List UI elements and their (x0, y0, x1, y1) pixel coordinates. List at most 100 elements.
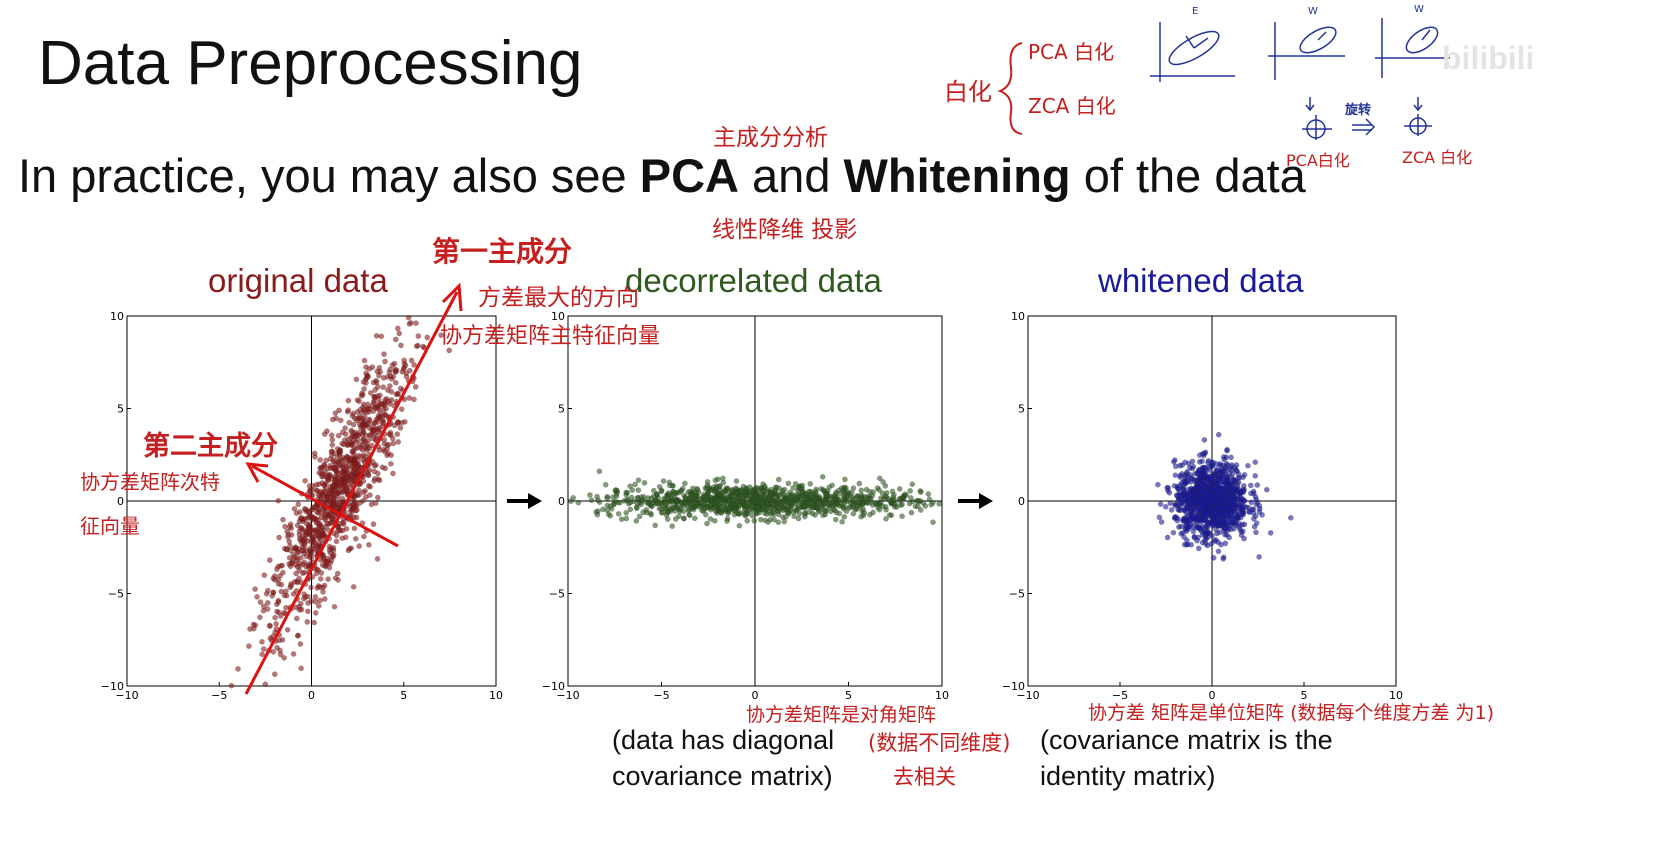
data-point (304, 619, 311, 625)
data-point (272, 614, 278, 621)
data-point (856, 480, 863, 487)
data-point (641, 480, 648, 486)
data-point (1245, 462, 1251, 469)
data-point (755, 504, 762, 510)
data-point (305, 515, 311, 521)
data-point (301, 591, 307, 597)
data-point (925, 491, 932, 497)
data-point (1230, 476, 1237, 483)
data-point (393, 391, 400, 398)
data-point (325, 476, 331, 483)
annotation-second-eig-2: 征向量 (80, 514, 140, 538)
data-point (733, 478, 740, 484)
data-point (1254, 482, 1261, 488)
data-point (384, 445, 390, 452)
data-point (347, 455, 353, 462)
data-point (336, 407, 342, 414)
data-point (360, 452, 367, 458)
x-tick-label: −10 (115, 689, 138, 702)
data-point (570, 495, 576, 501)
data-point (643, 509, 650, 516)
data-point (1199, 458, 1205, 464)
data-point (610, 501, 617, 507)
arrow-right-icon (958, 493, 993, 509)
data-point (294, 632, 301, 639)
data-point (1223, 522, 1230, 529)
data-point (254, 594, 260, 600)
data-point (765, 519, 771, 525)
annotation-pca-whiten-small: PCA白化 (1286, 151, 1350, 170)
annotation-projection: 线性降维 投影 (712, 217, 858, 243)
data-point (328, 452, 335, 458)
data-point (356, 543, 362, 549)
data-point (367, 390, 374, 396)
data-point (408, 320, 414, 326)
data-point (350, 421, 357, 428)
data-point (575, 499, 582, 506)
data-point (764, 511, 770, 517)
data-point (651, 487, 657, 494)
annotation-main-eigvec: 协方差矩阵主特征向量 (440, 324, 661, 349)
data-point (1250, 506, 1257, 513)
data-point (288, 525, 294, 532)
subtitle-pre: In practice, you may also see (18, 149, 640, 202)
data-point (1251, 523, 1258, 530)
data-point (1252, 473, 1258, 479)
data-point (1194, 485, 1200, 491)
data-point (393, 379, 399, 386)
first-pc-arrow-icon (244, 282, 463, 695)
data-point (252, 622, 259, 628)
y-tick-label: 10 (110, 310, 124, 323)
data-point (325, 511, 332, 518)
data-point (730, 497, 737, 503)
data-point (342, 425, 348, 431)
data-point (612, 487, 619, 493)
data-point (333, 415, 339, 422)
data-point (820, 512, 826, 518)
x-tick-label: −5 (211, 689, 227, 702)
data-point (327, 560, 333, 566)
data-point (266, 622, 273, 629)
subtitle-and: and (738, 149, 844, 202)
data-point (669, 504, 676, 510)
data-point (333, 532, 340, 539)
data-point (372, 387, 378, 393)
x-tick-label: −10 (556, 689, 579, 702)
data-point (329, 437, 336, 443)
data-point (1178, 531, 1184, 537)
data-point (1173, 492, 1180, 498)
data-point (326, 543, 333, 550)
data-point (283, 546, 290, 553)
data-point (1205, 481, 1211, 487)
data-point (1264, 486, 1270, 493)
data-point (915, 497, 921, 504)
data-point (317, 576, 324, 582)
data-point (1156, 514, 1163, 521)
data-point (298, 665, 304, 672)
y-tick-label: −5 (108, 588, 124, 601)
data-point (313, 610, 319, 616)
data-point (1209, 459, 1215, 466)
data-point (373, 333, 380, 339)
data-point (335, 577, 341, 583)
data-point (294, 615, 300, 622)
data-point (588, 497, 595, 503)
data-point (780, 507, 786, 513)
data-point (300, 570, 306, 576)
data-point (324, 428, 330, 434)
data-point (635, 487, 642, 493)
data-point (604, 495, 611, 501)
data-point (722, 488, 728, 494)
data-point (716, 484, 723, 490)
data-point (309, 529, 316, 536)
data-point (375, 405, 381, 411)
chart-decorrelated: −10 −5 0 5 10 −10 −5 0 5 10 (542, 310, 949, 702)
data-point (762, 496, 768, 503)
data-point (269, 593, 275, 599)
data-point (1225, 485, 1232, 491)
data-point (1157, 501, 1164, 507)
data-point (825, 501, 832, 507)
data-point (325, 576, 331, 582)
data-point (623, 515, 630, 522)
